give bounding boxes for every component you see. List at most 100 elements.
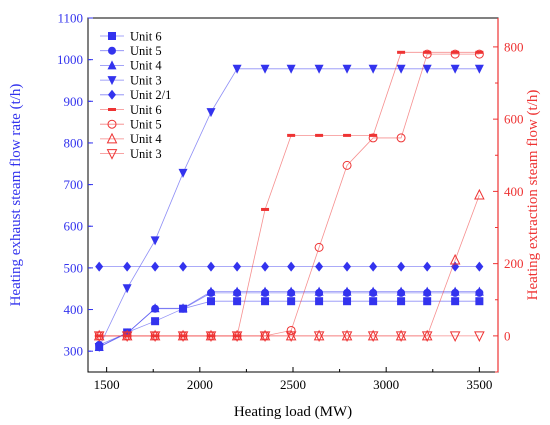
right-y-tick-label: 400 [504,184,524,199]
data-point [287,133,296,137]
legend-marker [107,60,117,70]
data-point [122,284,132,294]
data-point [259,331,271,342]
data-point [260,286,270,296]
data-point [261,207,270,211]
data-point [451,297,460,306]
data-point [232,64,242,74]
data-point [315,297,324,306]
data-point [396,64,406,74]
data-point [451,50,460,54]
data-point [93,331,105,342]
legend-marker [108,108,116,111]
data-point [450,286,460,296]
data-point [475,261,484,272]
data-point [286,64,296,74]
legend-label: Unit 4 [130,132,162,146]
legend-item: Unit 4 [100,59,162,73]
left-y-tick-label: 1000 [57,52,83,67]
data-point [395,331,407,342]
data-point [368,286,378,296]
series-4 [95,261,484,272]
data-point [206,286,216,296]
data-point [206,108,216,118]
data-point [233,297,242,306]
x-axis: 1500 2000 2500 3000 3500 [94,367,492,392]
data-point [397,50,406,54]
legend-label: Unit 5 [130,44,162,58]
data-point [423,297,432,306]
data-point [315,133,324,137]
data-point [342,64,352,74]
legend-label: Unit 2/1 [130,88,171,102]
data-point [178,303,188,313]
legend-item: Unit 2/1 [100,88,171,102]
data-point [232,286,242,296]
right-y-tick-label: 600 [504,112,524,127]
right-y-tick-label: 200 [504,256,524,271]
legend-label: Unit 6 [130,29,162,43]
legend-item: Unit 5 [100,44,162,58]
data-point [421,331,433,342]
data-point [449,331,461,342]
data-point [179,261,188,272]
left-y-tick-label: 400 [64,302,84,317]
data-point [94,343,104,353]
data-point [207,261,215,272]
left-y-axis-label: Heating exhaust steam flow rate (t/h) [8,84,24,307]
data-point [177,331,189,342]
series-layer [93,49,485,353]
legend-label: Unit 5 [130,118,162,132]
data-point [121,331,133,342]
series-3 [94,64,484,353]
legend-item: Unit 3 [100,73,162,87]
data-point [151,317,160,326]
data-point [207,297,215,306]
x-tick-label: 3500 [466,377,492,392]
data-point [369,133,378,137]
legend-marker [108,46,116,55]
left-y-tick-label: 800 [64,135,84,150]
right-y-axis-label: Heating extraction steam flow (t/h) [525,90,541,301]
left-y-tick-label: 700 [64,177,84,192]
data-point [475,297,484,306]
data-point [95,261,104,272]
left-y-tick-label: 500 [64,260,84,275]
data-point [474,331,485,342]
data-point [123,261,132,272]
legend-marker [106,149,118,160]
data-point [261,261,270,272]
data-point [367,331,379,342]
data-point [315,261,324,272]
data-point [150,303,160,313]
data-point [422,286,432,296]
data-point [260,64,270,74]
data-point [205,331,217,342]
x-tick-label: 2000 [187,377,213,392]
data-point [286,286,296,296]
data-point [422,64,432,74]
data-point [475,50,484,54]
data-point [423,50,432,54]
data-point [313,331,325,342]
legend-item: Unit 6 [100,29,162,43]
data-point [178,168,188,178]
data-point [287,261,296,272]
legend-item: Unit 4 [100,132,162,146]
legend-label: Unit 6 [130,103,162,117]
data-point [314,64,324,74]
data-point [285,331,297,342]
legend-item: Unit 5 [100,118,162,132]
data-point [474,188,485,200]
data-point [449,253,461,265]
legend-marker [106,132,118,144]
series-8 [93,331,485,342]
data-point [397,297,406,306]
right-y-axis: 0 200 400 600 800 [493,18,524,373]
data-point [342,160,352,170]
plot-area [87,17,499,373]
data-point [149,331,161,342]
x-tick-label: 2500 [280,377,306,392]
